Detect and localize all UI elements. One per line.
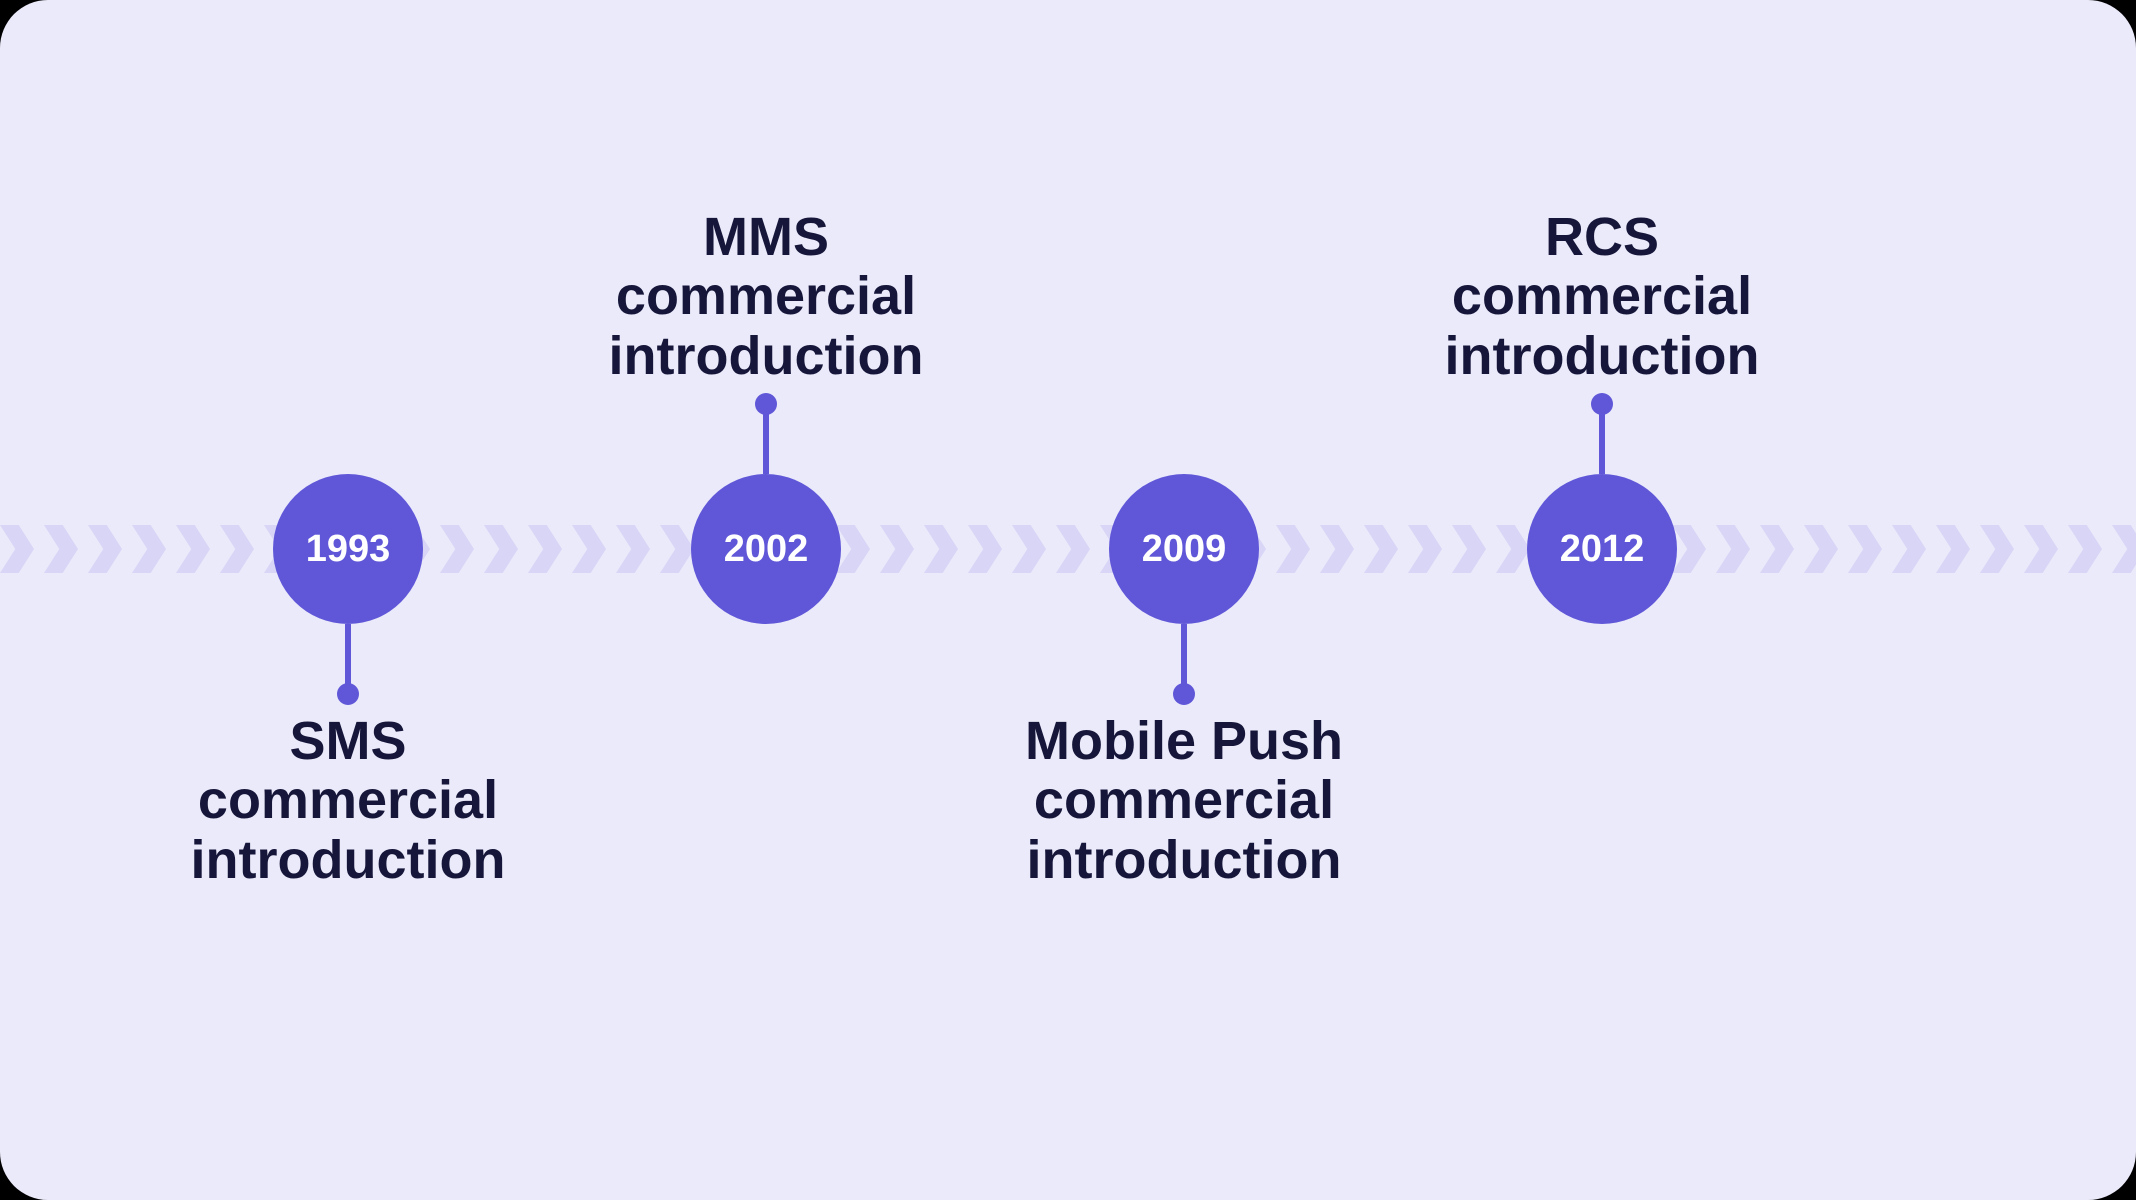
chevron-icon <box>924 525 958 573</box>
timeline-label-title: SMS <box>128 712 568 771</box>
chevron-icon <box>1364 525 1398 573</box>
timeline-year: 2009 <box>1142 528 1227 571</box>
chevron-icon <box>220 525 254 573</box>
chevron-icon <box>616 525 650 573</box>
timeline-node: 2012 <box>1527 474 1677 624</box>
chevron-icon <box>1320 525 1354 573</box>
timeline-label: SMScommercial introduction <box>128 712 568 890</box>
chevron-icon <box>1760 525 1794 573</box>
timeline-connector-dot <box>1173 683 1195 705</box>
timeline-label: MMScommercial introduction <box>546 208 986 386</box>
timeline-infographic: 1993SMScommercial introduction2002MMScom… <box>0 0 2136 1200</box>
timeline-label-subtitle: commercial introduction <box>964 771 1404 890</box>
timeline-connector-dot <box>337 683 359 705</box>
chevron-icon <box>1408 525 1442 573</box>
chevron-icon <box>1496 525 1530 573</box>
chevron-icon <box>1716 525 1750 573</box>
timeline-label: RCScommercial introduction <box>1382 208 1822 386</box>
chevron-icon <box>836 525 870 573</box>
timeline-year: 2012 <box>1560 528 1645 571</box>
chevron-icon <box>1936 525 1970 573</box>
timeline-label: Mobile Pushcommercial introduction <box>964 712 1404 890</box>
timeline-node: 2009 <box>1109 474 1259 624</box>
chevron-icon <box>44 525 78 573</box>
chevron-icon <box>1980 525 2014 573</box>
chevron-icon <box>968 525 1002 573</box>
chevron-icon <box>572 525 606 573</box>
chevron-icon <box>528 525 562 573</box>
chevron-icon <box>880 525 914 573</box>
timeline-label-title: Mobile Push <box>964 712 1404 771</box>
chevron-icon <box>1672 525 1706 573</box>
chevron-icon <box>1452 525 1486 573</box>
timeline-connector-dot <box>1591 393 1613 415</box>
chevron-icon <box>1892 525 1926 573</box>
chevron-icon <box>2068 525 2102 573</box>
chevron-icon <box>2112 525 2136 573</box>
chevron-icon <box>1056 525 1090 573</box>
chevron-icon <box>176 525 210 573</box>
timeline-year: 2002 <box>724 528 809 571</box>
timeline-connector-dot <box>755 393 777 415</box>
chevron-icon <box>2024 525 2058 573</box>
timeline-label-title: RCS <box>1382 208 1822 267</box>
chevron-icon <box>1276 525 1310 573</box>
timeline-label-subtitle: commercial introduction <box>128 771 568 890</box>
chevron-icon <box>88 525 122 573</box>
chevron-icon <box>132 525 166 573</box>
chevron-icon <box>1804 525 1838 573</box>
chevron-icon <box>1848 525 1882 573</box>
timeline-label-subtitle: commercial introduction <box>546 267 986 386</box>
timeline-year: 1993 <box>306 528 391 571</box>
chevron-icon <box>440 525 474 573</box>
timeline-node: 1993 <box>273 474 423 624</box>
timeline-node: 2002 <box>691 474 841 624</box>
timeline-label-subtitle: commercial introduction <box>1382 267 1822 386</box>
chevron-icon <box>0 525 34 573</box>
chevron-icon <box>660 525 694 573</box>
timeline-label-title: MMS <box>546 208 986 267</box>
chevron-icon <box>1012 525 1046 573</box>
chevron-icon <box>484 525 518 573</box>
